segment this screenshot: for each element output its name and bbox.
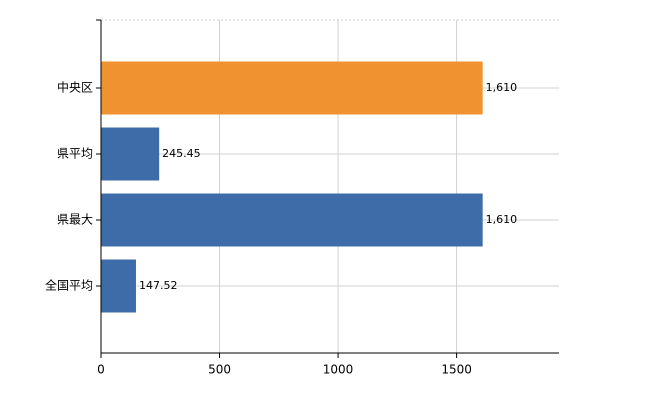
value-label: 245.45 [162, 147, 201, 160]
bar [101, 61, 483, 115]
bar [101, 259, 136, 313]
y-tick-label: 県最大 [57, 213, 93, 227]
bar [101, 127, 160, 181]
bar [101, 193, 483, 247]
x-tick-label: 1500 [441, 363, 472, 377]
y-tick-label: 全国平均 [45, 278, 93, 293]
value-label: 1,610 [486, 81, 517, 94]
x-tick-label: 500 [208, 363, 231, 377]
x-tick-label: 1000 [323, 363, 354, 377]
value-label: 147.52 [139, 279, 178, 292]
value-label: 1,610 [486, 213, 517, 226]
y-tick-label: 中央区 [57, 80, 93, 95]
y-tick-label: 県平均 [57, 147, 93, 161]
x-tick-label: 0 [97, 363, 105, 377]
